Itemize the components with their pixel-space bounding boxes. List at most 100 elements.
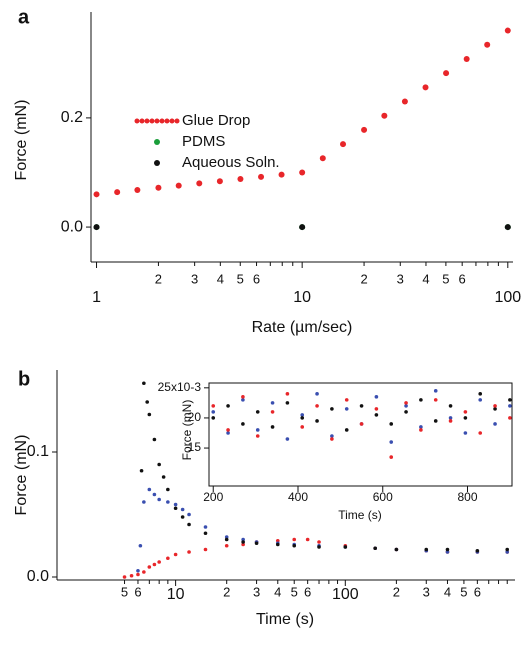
data-point [203, 531, 208, 536]
data-point [315, 419, 319, 423]
x-tick-label: 3 [253, 584, 260, 599]
panel-label: a [18, 6, 30, 28]
data-point [424, 547, 429, 552]
data-point [241, 422, 245, 426]
x-tick-label: 6 [459, 271, 466, 286]
x-axis-label: Rate (µm/sec) [252, 319, 353, 336]
data-point [157, 462, 161, 467]
x-tick-label: 2 [360, 271, 367, 286]
data-point [138, 543, 143, 548]
data-point [359, 422, 364, 426]
data-point [203, 547, 208, 552]
data-point [147, 487, 152, 492]
x-tick-label: 2 [393, 584, 400, 599]
x-tick-label: 6 [253, 271, 260, 286]
x-tick-label: 5 [460, 584, 467, 599]
data-point [152, 562, 157, 567]
data-point [142, 500, 146, 504]
data-point [419, 428, 423, 432]
data-point [139, 468, 144, 473]
data-point [340, 141, 347, 148]
data-point [305, 537, 310, 542]
x-tick-label: 3 [191, 271, 198, 286]
data-point [285, 392, 290, 396]
data-point [493, 422, 497, 426]
data-point [147, 565, 152, 569]
legend-symbol [149, 118, 155, 124]
data-point [463, 416, 468, 420]
data-point [419, 425, 423, 429]
data-point [448, 416, 453, 420]
legend-symbol [144, 118, 150, 124]
data-point [270, 425, 275, 429]
y-tick-label: 0.0 [27, 568, 49, 585]
data-point [152, 437, 157, 442]
data-point [255, 428, 260, 432]
data-point [241, 398, 245, 402]
plot-area [211, 389, 512, 459]
legend-symbol [174, 118, 180, 124]
y-axis-label: Force (mN) [13, 435, 30, 516]
data-point [299, 224, 306, 231]
data-point [155, 184, 162, 191]
data-point [344, 398, 349, 402]
x-tick-label: 3 [423, 584, 430, 599]
data-point [404, 410, 408, 414]
data-point [173, 502, 178, 507]
data-point [211, 416, 216, 420]
data-point [373, 546, 377, 551]
x-tick-label: 4 [217, 271, 224, 286]
data-point [443, 70, 450, 77]
data-point [493, 407, 497, 411]
data-point [166, 487, 170, 492]
data-point [175, 182, 182, 189]
data-point [478, 431, 483, 435]
data-point [319, 155, 326, 162]
plot-area [122, 381, 510, 579]
legend-symbol [169, 118, 175, 124]
data-point [389, 422, 394, 426]
data-point [196, 180, 203, 187]
legend-symbol [154, 160, 160, 166]
data-point [237, 176, 244, 183]
y-tick-label: 0.0 [61, 218, 83, 235]
legend-label: Glue Drop [182, 112, 250, 129]
x-tick-label: 5 [442, 271, 449, 286]
x-axis-label: Time (s) [338, 508, 382, 522]
data-point [278, 171, 285, 178]
x-tick-label: 6 [474, 584, 481, 599]
data-point [147, 412, 152, 417]
x-tick-label: 4 [444, 584, 451, 599]
x-tick-label: 6 [304, 584, 311, 599]
data-point [187, 550, 191, 554]
data-point [292, 537, 297, 542]
data-point [114, 189, 121, 196]
x-tick-label: 800 [457, 490, 477, 504]
data-point [448, 404, 453, 408]
x-tick-label: 3 [397, 271, 404, 286]
data-point [241, 540, 245, 544]
data-point [374, 395, 379, 399]
data-point [270, 401, 275, 405]
data-point [285, 437, 290, 441]
x-tick-label: 4 [422, 271, 429, 286]
data-point [93, 224, 100, 231]
data-point [374, 413, 379, 417]
data-point [478, 398, 483, 402]
legend-symbol [134, 118, 140, 124]
data-point [173, 506, 178, 511]
data-point [226, 404, 230, 408]
data-point [317, 540, 321, 544]
data-point [180, 515, 185, 519]
data-point [152, 492, 157, 497]
data-point [211, 410, 216, 414]
data-point [285, 401, 290, 405]
x-tick-label: 2 [155, 271, 162, 286]
data-point [508, 404, 512, 408]
data-point [419, 398, 423, 402]
data-point [508, 398, 512, 402]
data-point [226, 431, 230, 435]
data-point [187, 522, 191, 527]
data-point [258, 173, 265, 180]
data-point [93, 191, 100, 198]
